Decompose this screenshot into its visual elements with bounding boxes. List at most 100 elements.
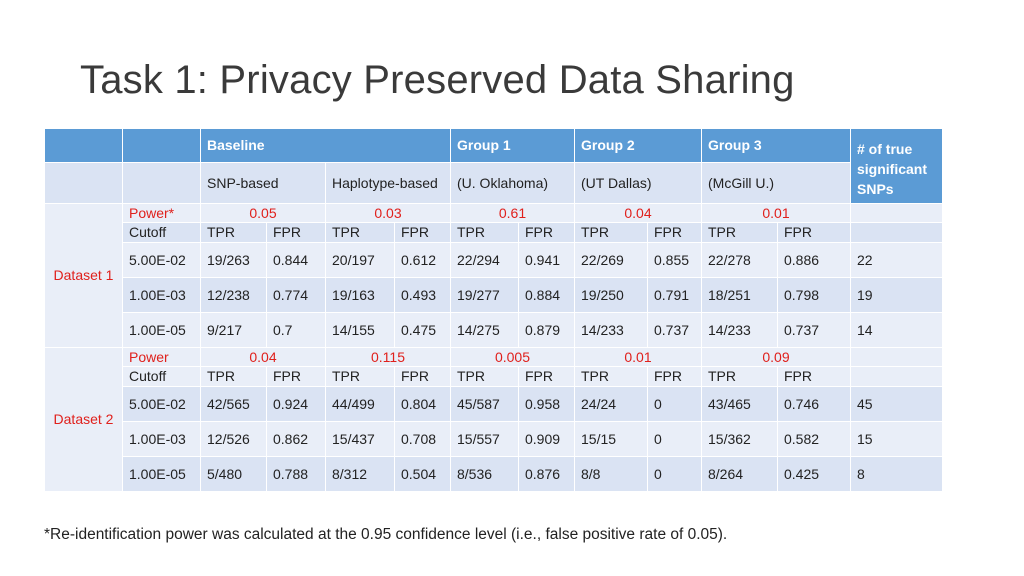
- cell: 8/8: [574, 456, 648, 492]
- cell: 20/197: [325, 242, 395, 278]
- cell: 18/251: [701, 277, 778, 313]
- header-sub-blank-2: [122, 162, 201, 204]
- table-row: 1.00E-05 5/480 0.788 8/312 0.504 8/536 0…: [45, 456, 943, 492]
- power-label: Power: [122, 347, 201, 367]
- cell: 15/437: [325, 421, 395, 457]
- dataset2-label: Dataset 2: [44, 347, 123, 492]
- cell: 15/557: [450, 421, 519, 457]
- header-baseline: Baseline: [200, 128, 451, 163]
- power-value: 0.05: [200, 203, 326, 223]
- header-group1: Group 1: [450, 128, 575, 163]
- fpr-label: FPR: [266, 366, 326, 387]
- cell: 12/238: [200, 277, 267, 313]
- tpr-label: TPR: [574, 222, 648, 243]
- tpr-label: TPR: [574, 366, 648, 387]
- table-row: 1.00E-03 12/526 0.862 15/437 0.708 15/55…: [45, 421, 943, 457]
- cell: 12/526: [200, 421, 267, 457]
- cell: 8/264: [701, 456, 778, 492]
- cell: 19/263: [200, 242, 267, 278]
- header-row-sub: SNP-based Haplotype-based (U. Oklahoma) …: [44, 162, 943, 204]
- cell: 0.958: [518, 386, 575, 422]
- power-value: 0.09: [701, 347, 851, 367]
- power-value: 0.04: [200, 347, 326, 367]
- cell: 19/163: [325, 277, 395, 313]
- fpr-label: FPR: [777, 222, 851, 243]
- cell: 8/536: [450, 456, 519, 492]
- table-row: 5.00E-02 19/263 0.844 20/197 0.612 22/29…: [45, 242, 943, 278]
- footnote: *Re-identification power was calculated …: [44, 526, 728, 543]
- true-snps-value: 22: [850, 242, 943, 278]
- power-value: 0.01: [701, 203, 851, 223]
- power-value: 0.03: [325, 203, 451, 223]
- header-row-groups: Baseline Group 1 Group 2 Group 3 # of tr…: [44, 128, 943, 204]
- cell: 15/15: [574, 421, 648, 457]
- cell: 0.791: [647, 277, 702, 313]
- true-snps-value: 15: [850, 421, 943, 457]
- cell: 22/294: [450, 242, 519, 278]
- cell: 5/480: [200, 456, 267, 492]
- cell: 0.774: [266, 277, 326, 313]
- fpr-label: FPR: [647, 222, 702, 243]
- cell: 0.798: [777, 277, 851, 313]
- true-snps-value: 19: [850, 277, 943, 313]
- cell: 0.737: [647, 312, 702, 348]
- cell: 0: [647, 456, 702, 492]
- true-snps-value: 8: [850, 456, 943, 492]
- tpr-label: TPR: [200, 222, 267, 243]
- cell: 0.504: [394, 456, 451, 492]
- cell: 22/278: [701, 242, 778, 278]
- header-group1-sub: (U. Oklahoma): [450, 162, 575, 204]
- power-value: 0.61: [450, 203, 575, 223]
- cell: 0.7: [266, 312, 326, 348]
- cell: 0: [647, 421, 702, 457]
- fpr-label: FPR: [777, 366, 851, 387]
- cutoff-value: 1.00E-03: [122, 277, 201, 313]
- fpr-label: FPR: [394, 222, 451, 243]
- power-value: 0.01: [574, 347, 702, 367]
- header-haplotype-based: Haplotype-based: [325, 162, 451, 204]
- power-value: 0.115: [325, 347, 451, 367]
- cutoff-blank: [850, 366, 943, 387]
- header-group2: Group 2: [574, 128, 702, 163]
- cell: 14/275: [450, 312, 519, 348]
- cell: 14/233: [574, 312, 648, 348]
- true-snps-value: 45: [850, 386, 943, 422]
- cell: 0.909: [518, 421, 575, 457]
- cell: 0.425: [777, 456, 851, 492]
- cell: 0.862: [266, 421, 326, 457]
- cell: 0.612: [394, 242, 451, 278]
- cutoff-value: 1.00E-05: [122, 456, 201, 492]
- cell: 0.879: [518, 312, 575, 348]
- power-row-dataset1: Dataset 1 Power* 0.05 0.03 0.61 0.04 0.0…: [44, 203, 943, 348]
- cell: 42/565: [200, 386, 267, 422]
- power-value: 0.04: [574, 203, 702, 223]
- cell: 0.708: [394, 421, 451, 457]
- cutoff-value: 1.00E-05: [122, 312, 201, 348]
- cutoff-blank: [850, 222, 943, 243]
- cell: 19/277: [450, 277, 519, 313]
- cutoff-value: 5.00E-02: [122, 386, 201, 422]
- true-snps-value: 14: [850, 312, 943, 348]
- header-group3-sub: (McGill U.): [701, 162, 851, 204]
- cell: 0.876: [518, 456, 575, 492]
- tpr-label: TPR: [701, 222, 778, 243]
- tpr-label: TPR: [450, 366, 519, 387]
- cell: 0.884: [518, 277, 575, 313]
- cell: 0.844: [266, 242, 326, 278]
- cell: 44/499: [325, 386, 395, 422]
- header-group3: Group 3: [701, 128, 851, 163]
- cutoff-value: 1.00E-03: [122, 421, 201, 457]
- cell: 43/465: [701, 386, 778, 422]
- cell: 0.788: [266, 456, 326, 492]
- cell: 0.886: [777, 242, 851, 278]
- table-row: 5.00E-02 42/565 0.924 44/499 0.804 45/58…: [45, 386, 943, 422]
- tpr-label: TPR: [450, 222, 519, 243]
- power-label: Power*: [122, 203, 201, 223]
- fpr-label: FPR: [518, 222, 575, 243]
- cell: 0.475: [394, 312, 451, 348]
- tpr-label: TPR: [325, 366, 395, 387]
- cell: 0.855: [647, 242, 702, 278]
- cutoff-value: 5.00E-02: [122, 242, 201, 278]
- dataset1-label: Dataset 1: [44, 203, 123, 348]
- cell: 0.924: [266, 386, 326, 422]
